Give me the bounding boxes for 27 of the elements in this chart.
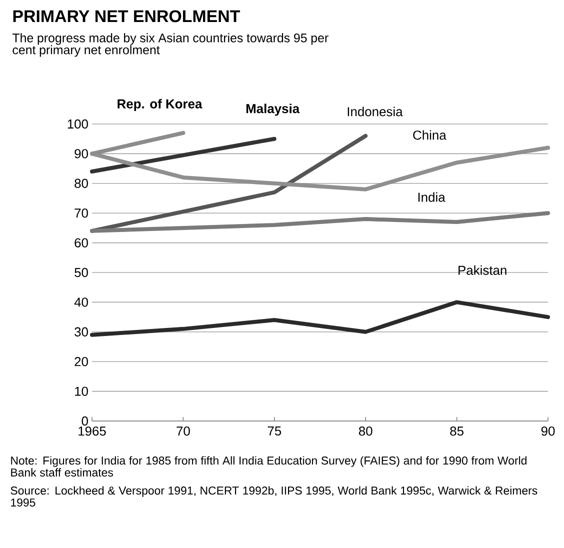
text: Indonesia <box>348 106 403 116</box>
x-tick-label: 80 <box>358 426 372 436</box>
y-tick-label: 60 <box>74 238 88 248</box>
x-tick-label: 85 <box>450 426 464 436</box>
y-tick-label: 10 <box>75 386 88 396</box>
chart-subtitle: The progress made by six Asian countries towards 95 per cent primary net enrolment <box>12 33 328 57</box>
x-tick-label: 75 <box>268 426 282 436</box>
y-tick-label: 100 <box>68 119 88 129</box>
y-tick-label: 50 <box>74 268 88 278</box>
series-label: India <box>418 192 446 202</box>
y-tick-label: 70 <box>74 208 88 218</box>
source-note: Source: Lockheed & Verspoor 1991, NCERT 1992b, IIPS 1995, World Bank 1995c, Warwick & Reimers 1995 <box>10 486 538 507</box>
y-tick-label: 20 <box>74 357 88 366</box>
y-tick-label: 0 <box>82 416 88 426</box>
y-tick-label: 40 <box>74 298 88 307</box>
chart-title: PRIMARY NET ENROLMENT <box>13 10 240 22</box>
y-tick-label: 80 <box>74 178 88 188</box>
x-tick-label: 90 <box>541 426 555 436</box>
text: Rep. of Korea <box>118 98 202 112</box>
x-tick-label: 70 <box>176 426 190 436</box>
text: Note: Figures for India for 1985 from fifth All India Education Survey (FAIES) and for 1990 from World Bank staff estimates <box>11 456 526 477</box>
series-label: China <box>413 130 446 140</box>
x-tick-label: 1965 <box>78 426 106 436</box>
y-tick-label: 30 <box>74 327 88 336</box>
y-tick-label: 90 <box>74 149 88 158</box>
text: Pakistan <box>458 265 506 275</box>
text: Malaysia <box>246 104 300 116</box>
